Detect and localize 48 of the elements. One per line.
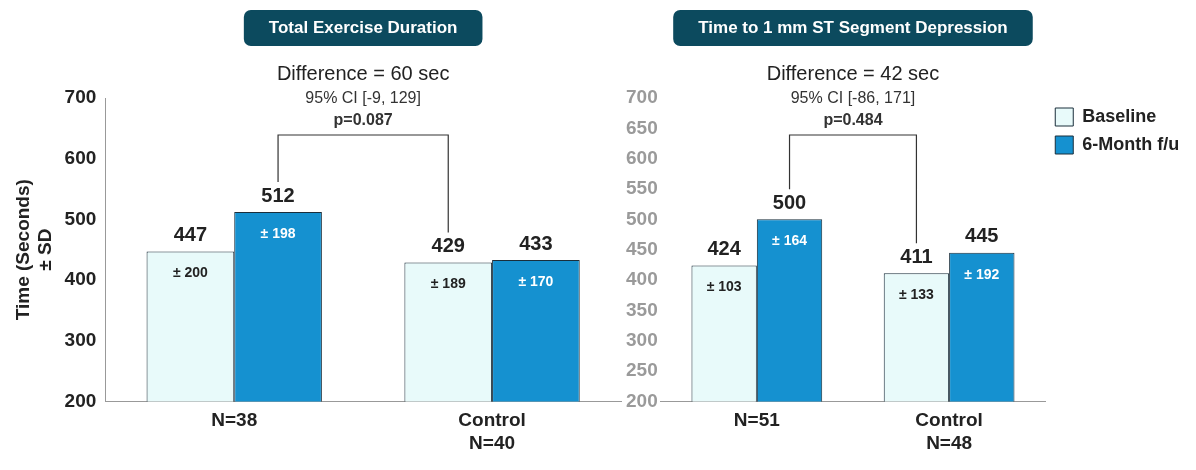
y-tick-label: 450 (626, 237, 658, 259)
y-tick-label: 300 (64, 328, 97, 350)
annotation: ± 164 (772, 232, 808, 249)
annotation: p=0.087 (333, 111, 393, 129)
data-label: 500 (772, 190, 807, 213)
annotation: ± 103 (706, 278, 742, 295)
y-tick-label: 700 (626, 86, 658, 108)
data-label: 447 (173, 223, 208, 246)
chart-subtitle: Difference = 42 sec (766, 61, 940, 84)
y-tick-label: 250 (626, 359, 658, 381)
chart-title: Time to 1 mm ST Segment Depression (698, 17, 1008, 37)
annotation: 95% CI [-86, 171] (790, 89, 916, 107)
y-tick-label: 200 (64, 389, 97, 411)
annotation: ± 189 (430, 275, 466, 292)
data-label: 424 (707, 236, 742, 259)
y-tick-label: 600 (64, 146, 97, 168)
x-tick-label: Control N=40 (458, 409, 526, 453)
y-tick-label: 350 (626, 298, 658, 320)
annotation: ± 200 (172, 264, 209, 281)
annotation: ± 198 (260, 224, 296, 241)
y-tick-label: 400 (64, 268, 97, 290)
annotation: ± 192 (964, 265, 1000, 282)
y-tick-label: 600 (626, 146, 658, 168)
legend-label: 6-Month f/u (1082, 133, 1180, 154)
y-tick-label: 500 (626, 207, 658, 229)
y-tick-label: 550 (626, 177, 658, 199)
y-axis-title: Time (Seconds) ± SD (11, 179, 56, 321)
data-label: 433 (519, 231, 553, 254)
annotation: ± 133 (898, 286, 935, 303)
annotation: 95% CI [-9, 129] (305, 89, 421, 107)
legend-label: Baseline (1082, 105, 1157, 126)
data-label: 445 (965, 224, 999, 247)
x-tick-label: N=38 (211, 409, 258, 431)
y-tick-label: 300 (626, 328, 658, 350)
chart-subtitle: Difference = 60 sec (276, 61, 450, 84)
y-tick-label: 200 (626, 389, 658, 411)
x-tick-label: N=51 (733, 409, 781, 431)
x-tick-label: Control N=48 (915, 409, 983, 453)
y-tick-label: 500 (64, 207, 97, 229)
y-tick-label: 650 (626, 116, 658, 138)
y-tick-label: 400 (626, 268, 658, 290)
data-label: 512 (261, 183, 295, 206)
annotation: p=0.484 (823, 111, 883, 129)
data-label: 429 (431, 233, 465, 256)
data-label: 411 (900, 244, 933, 267)
chart-title: Total Exercise Duration (268, 17, 458, 37)
y-tick-label: 700 (64, 86, 97, 108)
annotation: ± 170 (518, 272, 554, 289)
